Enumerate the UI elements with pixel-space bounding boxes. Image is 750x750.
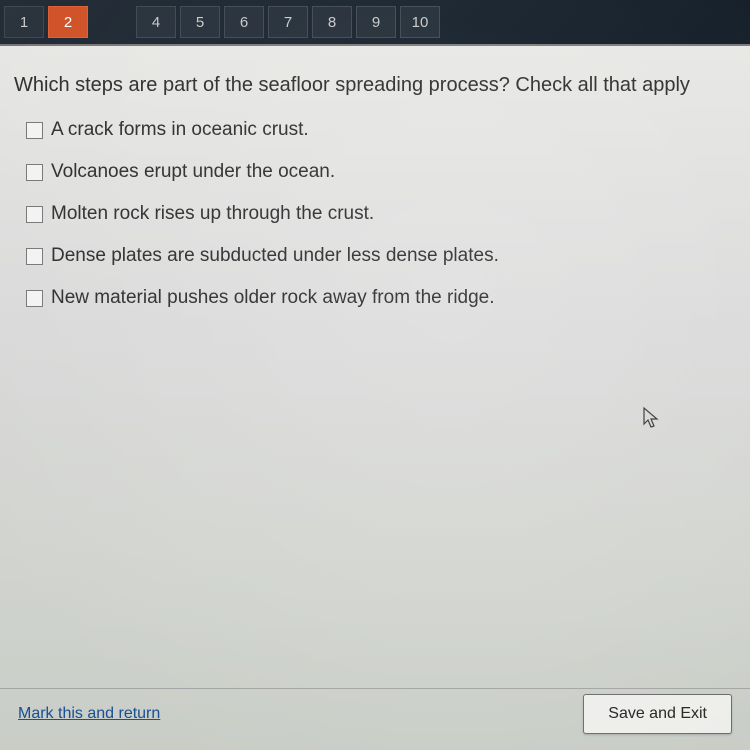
option-row: A crack forms in oceanic crust. [26,119,738,141]
question-tab-8[interactable]: 8 [312,6,352,38]
option-label: Dense plates are subducted under less de… [51,245,499,267]
option-row: Dense plates are subducted under less de… [26,245,738,267]
option-label: Volcanoes erupt under the ocean. [51,161,335,183]
answer-options: A crack forms in oceanic crust. Volcanoe… [12,119,738,309]
question-tab-1[interactable]: 1 [4,6,44,38]
option-checkbox-5[interactable] [26,290,43,307]
option-row: Molten rock rises up through the crust. [26,203,738,225]
option-label: Molten rock rises up through the crust. [51,203,374,225]
option-checkbox-4[interactable] [26,248,43,265]
mouse-cursor-icon [642,406,660,430]
question-tab-4[interactable]: 4 [136,6,176,38]
option-row: Volcanoes erupt under the ocean. [26,161,738,183]
option-label: A crack forms in oceanic crust. [51,119,309,141]
option-checkbox-1[interactable] [26,122,43,139]
question-tab-2[interactable]: 2 [48,6,88,38]
question-tab-bar: 1 2 3 4 5 6 7 8 9 10 [0,0,750,44]
save-exit-button[interactable]: Save and Exit [583,694,732,734]
mark-return-link[interactable]: Mark this and return [18,705,160,723]
question-tab-9[interactable]: 9 [356,6,396,38]
question-panel: Which steps are part of the seafloor spr… [0,44,750,750]
option-checkbox-3[interactable] [26,206,43,223]
footer-bar: Mark this and return Save and Exit [0,688,750,738]
question-tab-10[interactable]: 10 [400,6,440,38]
question-tab-5[interactable]: 5 [180,6,220,38]
question-tab-7[interactable]: 7 [268,6,308,38]
question-prompt: Which steps are part of the seafloor spr… [12,74,738,97]
question-tab-6[interactable]: 6 [224,6,264,38]
option-row: New material pushes older rock away from… [26,287,738,309]
option-label: New material pushes older rock away from… [51,287,495,309]
option-checkbox-2[interactable] [26,164,43,181]
